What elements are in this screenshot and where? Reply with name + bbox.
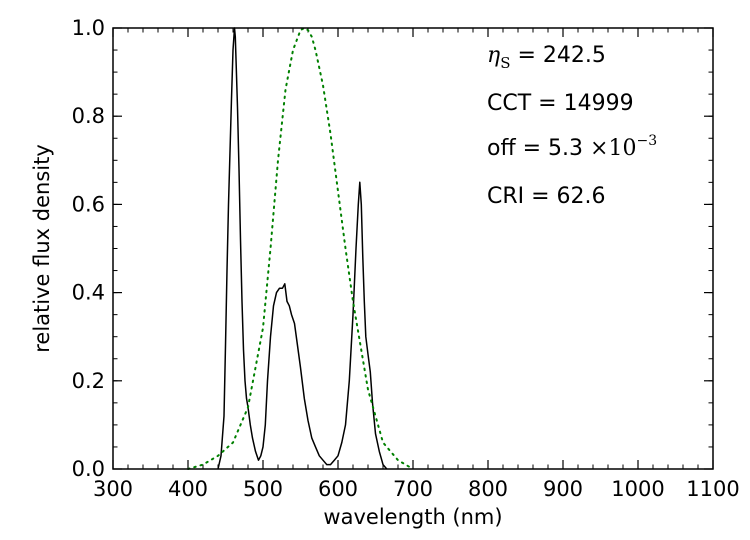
annotation-cct: CCT = 14999 [487,91,634,116]
annotations: ηS = 242.5 CCT = 14999 off = 5.3 ×10−3 C… [487,43,657,209]
y-tick-label: 0.6 [72,192,105,216]
data-series [187,27,414,470]
annotation-off: off = 5.3 ×10−3 [487,133,657,161]
y-tick-label: 0.8 [72,104,105,128]
x-tick-label: 1000 [611,477,664,501]
y-tick-label: 0.2 [72,369,105,393]
x-tick-label: 900 [543,477,583,501]
x-tick-label: 1100 [686,477,739,501]
x-tick-label: 300 [93,477,133,501]
x-tick-label: 700 [393,477,433,501]
x-axis-label: wavelength (nm) [323,505,502,529]
y-tick-label: 0.0 [72,457,105,481]
x-tick-label: 800 [468,477,508,501]
x-tick-label: 500 [243,477,283,501]
plot-frame [112,27,714,470]
annotation-eta: ηS = 242.5 [487,43,606,72]
y-tick-label: 0.4 [72,281,105,305]
spectrum-line [217,27,388,470]
axis-tick-labels: 300 400 500 600 700 800 900 1000 1100 0.0 0.2 0.4 0.… [72,16,740,501]
sensitivity-curve-line [187,27,414,470]
plot-area [113,28,713,469]
annotation-cri: CRI = 62.6 [487,184,606,209]
x-tick-label: 400 [168,477,208,501]
x-tick-label: 600 [318,477,358,501]
y-axis-label: relative flux density [30,144,54,353]
y-tick-label: 1.0 [72,16,105,40]
